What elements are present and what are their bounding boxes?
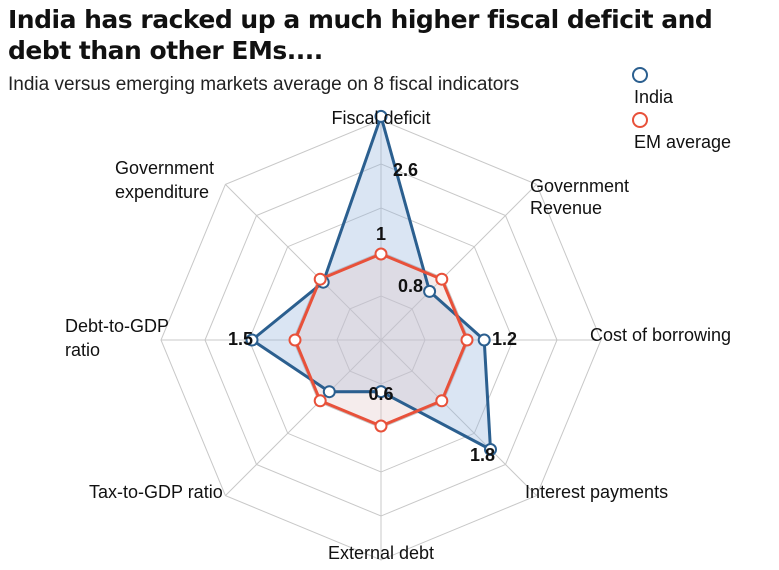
grid-spoke (225, 184, 382, 341)
axis-label: Government (530, 176, 629, 196)
axis-label: Cost of borrowing (590, 325, 731, 345)
value-label: 0.8 (398, 276, 423, 296)
axis-label: Government (115, 158, 214, 178)
em-average-area (295, 254, 467, 426)
em-average-point (313, 394, 327, 408)
grid (160, 119, 602, 561)
india-point (484, 443, 497, 456)
value-label: 2.6 (393, 160, 418, 180)
value-label: 1.2 (492, 329, 517, 349)
india-point (322, 385, 336, 399)
value-label: 1.5 (228, 329, 253, 349)
em-average-point (435, 394, 449, 408)
legend-marker (632, 67, 648, 83)
india-area (252, 116, 491, 450)
legend-label: India (634, 87, 674, 107)
axis-label: Debt-to-GDP (65, 316, 169, 336)
india-point (245, 333, 259, 347)
legend-marker (632, 112, 648, 128)
series-points (245, 109, 497, 456)
india-point (423, 284, 437, 298)
em-average-point (374, 419, 388, 433)
axis-label: expenditure (115, 182, 209, 202)
india-point (477, 333, 491, 347)
legend-label: EM average (634, 132, 731, 152)
em-average-point (288, 333, 302, 347)
axis-label: ratio (65, 340, 100, 360)
em-average-point (313, 272, 327, 286)
chart-title: India has racked up a much higher fiscal… (8, 5, 713, 65)
em-average-point (435, 272, 449, 286)
axis-label: Interest payments (525, 482, 668, 502)
series-fills (252, 116, 491, 450)
legend: India EM average (632, 67, 731, 152)
value-label: 0.6 (368, 384, 393, 404)
value-labels: 2.6 1 0.8 1.2 1.8 0.6 1.5 (228, 160, 517, 465)
axis-label: Revenue (530, 198, 602, 218)
value-label: 1 (376, 224, 386, 244)
axis-label: Fiscal deficit (331, 108, 430, 128)
grid-spoke (225, 339, 382, 496)
em-average-point (460, 333, 474, 347)
axis-label: Tax-to-GDP ratio (89, 482, 223, 502)
axis-label: External debt (328, 543, 434, 563)
chart-subtitle: India versus emerging markets average on… (8, 74, 520, 95)
grid-spoke (380, 184, 537, 341)
grid-spoke (380, 339, 537, 496)
india-point (374, 109, 388, 123)
india-point (374, 385, 388, 399)
em-average-point (374, 247, 388, 261)
value-label: 1.8 (470, 445, 495, 465)
